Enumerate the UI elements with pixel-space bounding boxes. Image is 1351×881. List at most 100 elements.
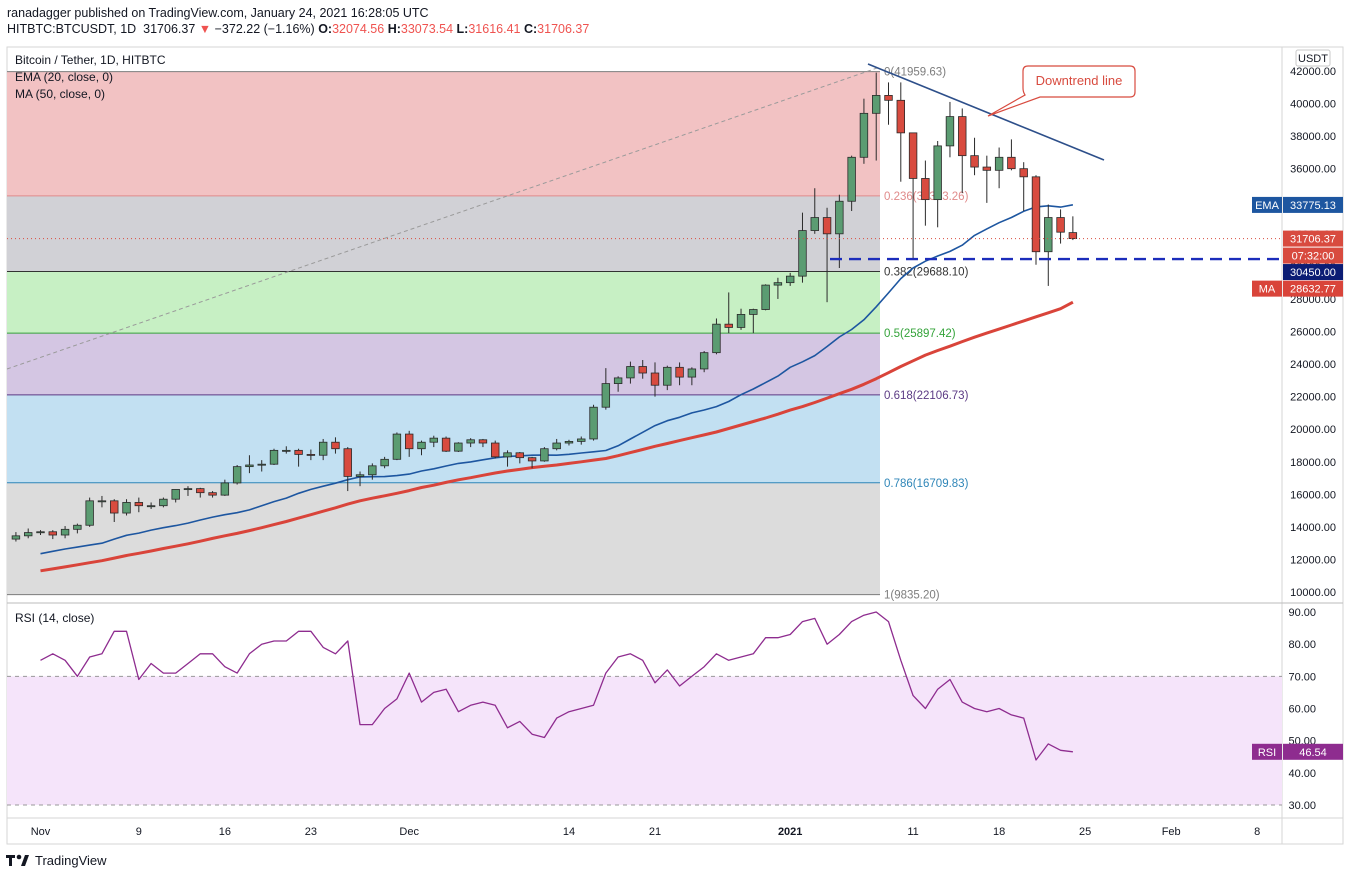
rsi-pane [7,611,1282,806]
rsi-badge-label: RSI [1258,747,1276,759]
footer: TradingView [6,852,107,868]
candle-body [1019,168,1028,178]
candle-body [110,500,119,514]
ema-badge-box [1283,196,1343,213]
candle-body [208,492,217,496]
candle-body [982,166,992,171]
price-tick-label: 20000.00 [1290,424,1336,436]
candle-body [663,366,672,386]
candle-body [515,452,525,459]
tradingview-logo-icon [6,854,29,866]
candle-body [392,433,402,460]
fib-level-label: 0.382(29688.10) [884,266,969,278]
publish-info: ranadagger published on TradingView.com,… [7,6,429,20]
fib-zones [6,66,881,596]
candle-body [220,482,230,496]
annotation-bubble [987,65,1136,117]
candle-body [724,323,733,328]
ema-badge-label-box [1252,196,1282,213]
candle-body [404,433,414,450]
low-value: 31616.41 [468,22,521,36]
candle-body [564,440,574,444]
candle-body [417,441,426,450]
candle-body [872,95,881,114]
candle-body [712,323,721,354]
candle-body [540,448,549,462]
price-tick-label: 16000.00 [1290,489,1336,501]
price-tick-label: 12000.00 [1290,554,1336,566]
overlays [7,63,1282,261]
candle-body [478,439,488,444]
candle-body [331,441,340,450]
candle-body [503,452,512,458]
fib-zone [7,333,880,395]
support-badge-value: 30450.00 [1290,267,1336,279]
last-price: 31706.37 [143,22,196,36]
candle-body [368,465,377,476]
ma-badge-value: 28632.77 [1290,284,1336,296]
time-tick-label: Dec [399,826,419,838]
candle-body [810,217,819,231]
currency-badge[interactable] [1295,49,1331,67]
candle-body [601,383,611,408]
candle-body [785,275,795,284]
fib-level-label: 1(9835.20) [884,590,940,602]
time-tick-label: 25 [1079,826,1091,838]
candle-body [257,463,266,466]
moving-averages [40,204,1074,573]
candle-body [97,500,107,503]
rsi-tick-label: 80.00 [1288,639,1316,651]
rsi-badge-label-box [1252,743,1282,760]
candle-body [638,366,647,374]
ma50-line [40,300,1074,573]
price-tick-label: 40000.00 [1290,99,1336,111]
candle-body [613,377,623,384]
close-value: 31706.37 [537,22,590,36]
chart-header: ranadagger published on TradingView.com,… [7,5,589,37]
candle-body [552,442,561,450]
price-badge-value: 31706.37 [1290,234,1336,246]
candle-body [318,441,328,456]
price-tick-label: 18000.00 [1290,457,1336,469]
price-axis: 42000.0040000.0038000.0036000.0034000.00… [1288,66,1336,812]
downtrend-line [867,63,1105,161]
candle-body [491,442,500,458]
legend-title: Bitcoin / Tether, 1D, HITBTC [15,53,166,67]
candle-body [159,498,168,507]
legend-rsi: RSI (14, close) [15,611,94,625]
candle-body [454,442,463,452]
candle-body [835,200,844,235]
candle-body [921,178,930,201]
candle-body [196,488,205,494]
rsi-tick-label: 40.00 [1288,768,1316,780]
candle-body [908,132,918,179]
rsi-tick-label: 70.00 [1288,671,1316,683]
support-badge-box [1283,264,1343,281]
down-arrow-icon: ▼ [198,22,212,36]
candle-body [429,437,438,443]
annotation-label: Downtrend line [1036,73,1123,88]
price-badges: EMA 33775.13 31706.37 07:32:00 30450.00 MA 286… [1252,196,1343,760]
price-tick-label: 36000.00 [1290,164,1336,176]
candle-body [441,437,451,452]
candle-body [736,314,746,328]
candle-body [994,156,1004,171]
price-tick-label: 10000.00 [1290,587,1336,599]
time-tick-label: Feb [1162,826,1181,838]
fib-level-label: 0.786(16709.83) [884,478,969,490]
candle-body [269,449,279,465]
time-tick-label: 9 [136,826,142,838]
time-tick-label: 23 [305,826,317,838]
ema-badge-label: EMA [1255,200,1280,212]
rsi-tick-label: 90.00 [1288,607,1316,619]
candle-body [1044,217,1053,253]
high-value: 33073.54 [400,22,454,36]
rsi-band [7,676,1282,805]
candle-body [306,454,316,456]
candle-body [355,474,365,477]
time-tick-label: 16 [219,826,231,838]
fib-zone [7,482,880,595]
high-label: H: [387,22,401,36]
time-tick-label: 18 [993,826,1005,838]
